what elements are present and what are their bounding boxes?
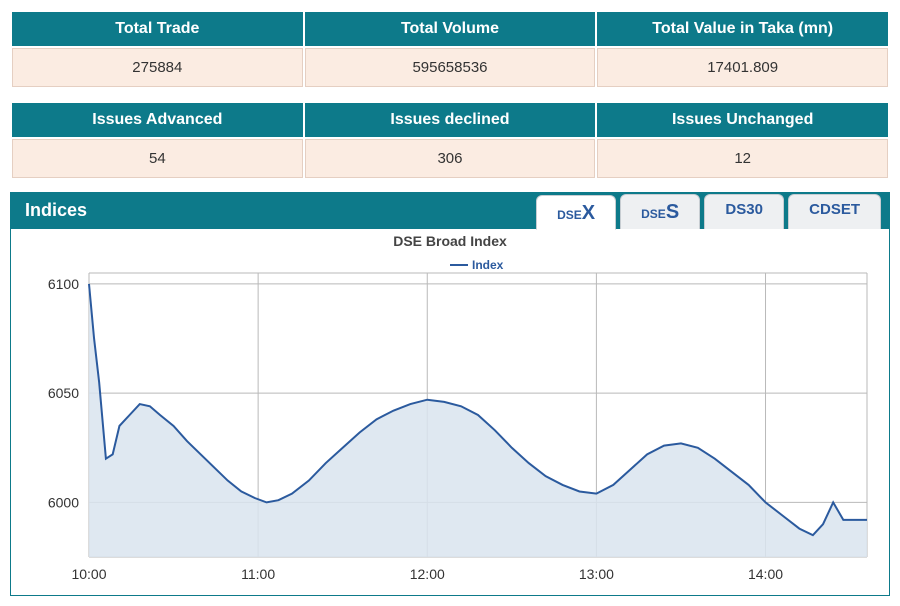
svg-text:6000: 6000 [48,494,79,510]
svg-text:10:00: 10:00 [71,566,106,582]
svg-text:14:00: 14:00 [748,566,783,582]
col-header: Total Volume [305,12,596,46]
col-header: Issues Unchanged [597,103,888,137]
svg-text:11:00: 11:00 [241,566,275,582]
svg-text:Index: Index [472,258,504,272]
summary-table-trade: Total Trade Total Volume Total Value in … [10,10,890,89]
svg-text:12:00: 12:00 [410,566,445,582]
cell-value: 12 [597,139,888,178]
cell-value: 275884 [12,48,303,87]
indices-title: Indices [11,193,101,228]
cell-value: 595658536 [305,48,596,87]
index-chart: 6000 6050 6100 10:00 11:00 12:00 13:00 14:00 Ind… [17,249,883,589]
svg-text:6050: 6050 [48,385,79,401]
chart-container: DSE Broad Index 6000 6050 6100 10:00 11:00 12… [11,229,889,595]
col-header: Total Value in Taka (mn) [597,12,888,46]
svg-text:13:00: 13:00 [579,566,614,582]
tabs: DSEX DSES DS30 CDSET [536,194,881,229]
tab-cdset[interactable]: CDSET [788,194,881,229]
col-header: Total Trade [12,12,303,46]
tab-dses[interactable]: DSES [620,194,700,229]
cell-value: 306 [305,139,596,178]
summary-table-issues: Issues Advanced Issues declined Issues U… [10,101,890,180]
col-header: Issues declined [305,103,596,137]
cell-value: 54 [12,139,303,178]
svg-text:6100: 6100 [48,276,79,292]
indices-panel: Indices DSEX DSES DS30 CDSET DSE Broad I… [10,192,890,596]
tab-dsex[interactable]: DSEX [536,195,616,230]
indices-header: Indices DSEX DSES DS30 CDSET [11,193,889,229]
col-header: Issues Advanced [12,103,303,137]
cell-value: 17401.809 [597,48,888,87]
chart-subtitle: DSE Broad Index [17,233,883,249]
tab-ds30[interactable]: DS30 [704,194,784,229]
